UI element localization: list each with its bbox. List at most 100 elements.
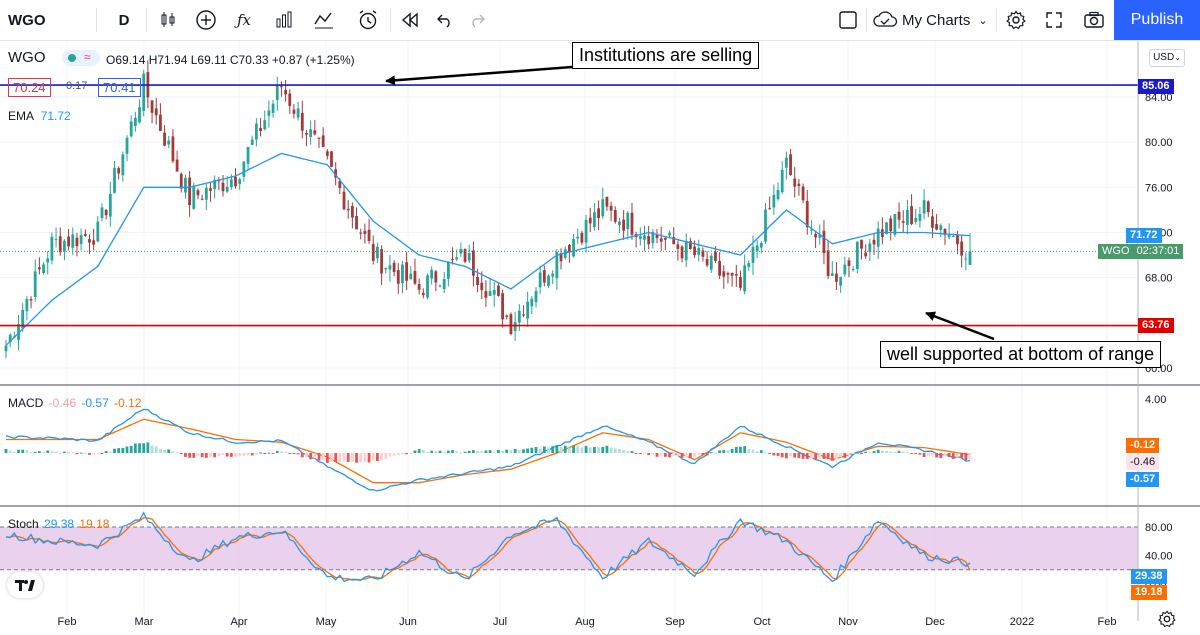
- macd-hist-bar: [179, 453, 183, 455]
- candle-body: [897, 211, 901, 220]
- candle-body: [29, 299, 33, 301]
- macd-hist-bar: [576, 445, 580, 453]
- compare-icon[interactable]: [306, 0, 342, 40]
- time-tick-label: Nov: [838, 616, 858, 628]
- candle-body: [225, 187, 229, 192]
- ask-box[interactable]: 70.41: [98, 78, 141, 97]
- annotation-institutions[interactable]: Institutions are selling: [572, 42, 760, 69]
- macd-hist-bar: [184, 453, 187, 457]
- fullscreen-icon[interactable]: [1038, 0, 1070, 40]
- stoch-k-value: 29.38: [44, 517, 75, 531]
- symbol-search[interactable]: WGO: [8, 11, 46, 29]
- macd-hist-bar: [221, 453, 225, 455]
- macd-hist-bar: [501, 450, 505, 453]
- cloud-icon: [873, 11, 898, 27]
- stoch-range-band: [0, 527, 1138, 570]
- candle-body: [263, 120, 267, 130]
- macd-hist-bar: [622, 450, 626, 453]
- stoch-d-tag: 19.18: [1131, 585, 1167, 600]
- candle-body: [417, 283, 421, 290]
- candles-icon[interactable]: [150, 0, 186, 40]
- macd-hist-bar: [75, 453, 79, 455]
- chart-canvas[interactable]: 60.0064.0068.0072.0076.0080.0084.004.008…: [0, 41, 1200, 635]
- bid-box[interactable]: 70.24: [8, 78, 51, 97]
- undo-icon[interactable]: [430, 0, 460, 40]
- macd-hist-bar: [338, 453, 342, 462]
- time-tick-label: Jul: [493, 616, 507, 628]
- time-tick-label: Apr: [230, 616, 247, 628]
- candle-body: [171, 136, 175, 162]
- macd-hist-bar: [334, 453, 338, 463]
- macd-hist-bar: [346, 453, 350, 462]
- macd-hist-bar: [421, 449, 425, 453]
- my-charts-label: My Charts: [902, 11, 971, 29]
- candle-body: [517, 310, 521, 323]
- layout-icon[interactable]: [832, 0, 864, 40]
- candle-body: [663, 237, 667, 240]
- annotation-support[interactable]: well supported at bottom of range: [880, 341, 1162, 368]
- price-tick-label: 76.00: [1145, 182, 1173, 194]
- macd-hist-bar: [547, 447, 550, 453]
- candle-body: [150, 100, 154, 113]
- candle-body: [918, 214, 922, 222]
- candle-body: [401, 264, 404, 284]
- publish-button[interactable]: Publish: [1114, 0, 1200, 40]
- interval-button[interactable]: D: [118, 11, 130, 29]
- macd-hist-bar: [117, 448, 121, 453]
- macd-hist-bar: [317, 453, 321, 461]
- macd-hist-bar: [822, 453, 826, 459]
- macd-hist-bar: [605, 445, 609, 453]
- candle-body: [567, 245, 571, 253]
- macd-hist-bar: [676, 453, 680, 456]
- candle-body: [330, 151, 333, 167]
- templates-icon[interactable]: [266, 0, 302, 40]
- macd-hist-bar: [325, 453, 329, 463]
- candle-body: [280, 86, 283, 88]
- macd-hist-bar: [37, 451, 41, 453]
- my-charts-button[interactable]: My Charts ⌄: [872, 0, 996, 40]
- legend-ohlc: O69.14 H71.94 L69.11 C70.33 +0.87 (+1.25…: [106, 53, 355, 67]
- replay-icon[interactable]: [392, 0, 428, 40]
- candle-body: [8, 334, 12, 343]
- candle-body: [776, 190, 780, 200]
- candle-body: [784, 157, 788, 168]
- gear-icon[interactable]: [1000, 0, 1032, 40]
- candle-body: [830, 273, 834, 276]
- candle-body: [922, 200, 926, 214]
- macd-hist-bar: [647, 453, 651, 456]
- macd-hist-bar: [29, 451, 33, 453]
- macd-hist-bar: [242, 453, 246, 456]
- camera-icon[interactable]: [1078, 0, 1110, 40]
- macd-hist-bar: [67, 452, 70, 454]
- ema-line: [5, 152, 971, 346]
- macd-hist-bar: [46, 450, 50, 453]
- alert-icon[interactable]: [350, 0, 386, 40]
- candle-body: [250, 139, 254, 145]
- candle-body: [46, 258, 50, 263]
- macd-hist-bar: [926, 453, 930, 457]
- macd-hist-bar: [551, 446, 555, 453]
- candle-body: [864, 252, 868, 257]
- candle-body: [768, 208, 772, 210]
- redo-icon[interactable]: [462, 0, 492, 40]
- candle-body: [534, 290, 538, 303]
- macd-hist-bar: [960, 453, 964, 458]
- macd-hist-bar: [726, 450, 730, 453]
- candle-body: [822, 230, 826, 254]
- time-tick-label: Feb: [1098, 616, 1117, 628]
- candle-body: [380, 249, 383, 274]
- add-indicator-icon[interactable]: [188, 0, 224, 40]
- macd-hist-bar: [21, 449, 25, 453]
- gear-icon[interactable]: [1158, 610, 1176, 631]
- macd-hist-bar: [626, 451, 630, 453]
- fx-indicators-icon[interactable]: ƒx: [236, 11, 251, 29]
- candle-body: [67, 236, 70, 247]
- currency-select[interactable]: USD⌄: [1149, 49, 1185, 67]
- macd-hist-bar: [772, 453, 776, 456]
- macd-hist-bar: [471, 450, 475, 453]
- divider: [96, 8, 97, 32]
- countdown: 02:37:01: [1136, 245, 1180, 257]
- candle-body: [659, 238, 663, 242]
- macd-hist-bar: [509, 450, 513, 453]
- candle-body: [851, 269, 855, 271]
